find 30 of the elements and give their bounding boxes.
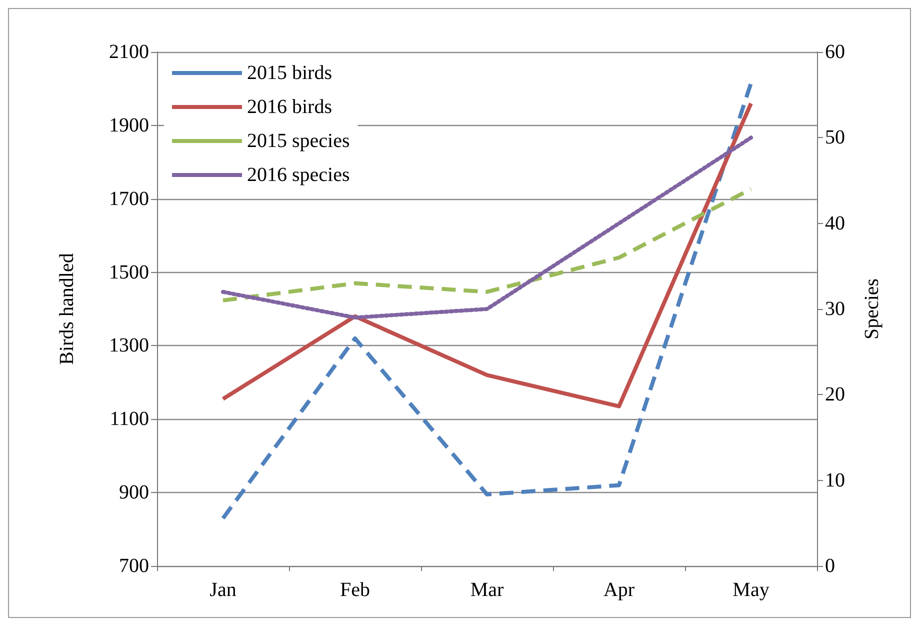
y-tick-label: 900 <box>119 482 149 504</box>
x-tick-label: Jan <box>210 579 236 601</box>
line-series <box>221 187 753 302</box>
y2-axis-title: Species <box>861 278 883 340</box>
y-tick-label: 1500 <box>109 261 149 284</box>
y2-tick-label: 40 <box>825 212 845 234</box>
y2-tick-label: 30 <box>825 298 845 320</box>
x-tick-label: May <box>732 579 770 601</box>
y2-tick-label: 0 <box>825 555 835 577</box>
y-tick-label: 1700 <box>109 188 149 210</box>
y-axis-title: Birds handled <box>56 253 78 365</box>
y-tick-label: 1100 <box>110 408 149 430</box>
x-tick-label: Mar <box>470 579 504 601</box>
line-series <box>221 101 753 408</box>
y-tick-label: 2100 <box>109 41 149 63</box>
line-series <box>221 136 753 320</box>
x-tick-label: Feb <box>340 579 370 601</box>
legend-label: 2016 birds <box>247 96 332 118</box>
y2-tick-label: 10 <box>825 469 845 492</box>
y-tick-label: 1900 <box>109 114 149 136</box>
legend-label: 2016 species <box>247 164 350 186</box>
y-tick-label: 700 <box>119 555 149 577</box>
legend-label: 2015 birds <box>247 62 332 84</box>
y2-tick-label: 60 <box>825 41 845 63</box>
y2-tick-label: 20 <box>825 384 845 406</box>
legend-label: 2015 species <box>247 130 350 152</box>
y-tick-label: 1300 <box>109 334 149 357</box>
x-tick-label: Apr <box>603 579 635 601</box>
y2-tick-label: 50 <box>825 126 845 149</box>
line-series <box>221 81 753 520</box>
